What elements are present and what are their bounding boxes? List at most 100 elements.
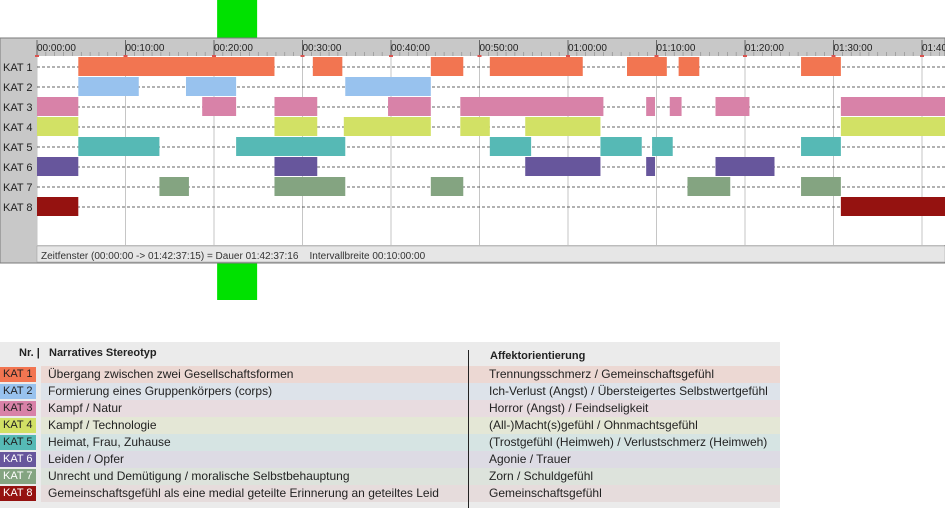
time-axis: 00:00:00 00:10:00 00:20:00 00:30:00 00:40:00… xyxy=(35,40,945,57)
segment-bar[interactable] xyxy=(646,97,656,116)
timeline-chart: 00:00:00 00:10:00 00:20:00 00:30:00 00:40:00… xyxy=(0,0,945,300)
segment-bar[interactable] xyxy=(801,57,841,76)
legend-affect: (Trostgefühl (Heimweh) / Verlustschmerz … xyxy=(489,435,768,449)
legend-category-label: KAT 7 xyxy=(0,469,36,484)
row-label: KAT 7 xyxy=(3,182,33,194)
segment-bar[interactable] xyxy=(274,157,318,176)
segment-bar[interactable] xyxy=(489,57,583,76)
segment-bar[interactable] xyxy=(627,57,667,76)
tick-label: 00:00:00 xyxy=(37,43,76,54)
segment-bar[interactable] xyxy=(388,97,431,116)
legend-affect: Gemeinschaftsgefühl xyxy=(489,486,602,500)
row-labels: KAT 1 KAT 2 KAT 3 KAT 4 KAT 5 KAT 6 KAT 7 KAT 8 xyxy=(3,62,33,214)
tick-label: 00:30:00 xyxy=(303,43,342,54)
legend-row: KAT 1 Übergang zwischen zwei Gesellschaft… xyxy=(0,366,780,383)
segment-bar[interactable] xyxy=(525,157,601,176)
segment-bar[interactable] xyxy=(525,117,601,136)
legend-row-background xyxy=(41,400,780,417)
tick-label: 01:40 xyxy=(922,43,945,54)
legend-narrative: Gemeinschaftsgefühl als eine medial gete… xyxy=(48,486,439,500)
segment-bar[interactable] xyxy=(430,57,464,76)
segment-bar[interactable] xyxy=(202,97,237,116)
segment-bar[interactable] xyxy=(37,97,79,116)
legend-category-label: KAT 8 xyxy=(0,486,36,501)
tick-marker xyxy=(654,55,659,57)
tick-label: 01:30:00 xyxy=(834,43,873,54)
segment-bar[interactable] xyxy=(430,177,464,196)
segment-bar[interactable] xyxy=(78,137,160,156)
legend-divider xyxy=(468,350,469,508)
row-label: KAT 2 xyxy=(3,82,33,94)
tick-marker xyxy=(920,55,924,57)
legend-row-background xyxy=(41,485,780,502)
segment-bar[interactable] xyxy=(840,197,945,216)
tick-marker xyxy=(477,55,482,57)
segment-bar[interactable] xyxy=(159,177,189,196)
status-bar xyxy=(36,245,945,263)
legend-row: KAT 7 Unrecht und Demütigung / moralische… xyxy=(0,468,780,485)
segment-bar[interactable] xyxy=(312,57,343,76)
legend-header-affect: Affektorientierung xyxy=(490,350,586,362)
segment-bar[interactable] xyxy=(460,97,604,116)
tick-label: 00:10:00 xyxy=(126,43,165,54)
legend-row: KAT 2 Formierung eines Gruppenkörpers (co… xyxy=(0,383,780,400)
segment-bar[interactable] xyxy=(840,117,945,136)
segment-bar[interactable] xyxy=(78,57,275,76)
segment-bar[interactable] xyxy=(236,137,346,156)
legend-category-label: KAT 2 xyxy=(0,384,36,399)
segment-bar[interactable] xyxy=(274,97,318,116)
legend-affect: Trennungsschmerz / Gemeinschaftsgefühl xyxy=(489,367,714,381)
tick-marker xyxy=(831,55,836,57)
segment-bar[interactable] xyxy=(801,137,841,156)
tick-marker xyxy=(212,55,216,57)
legend-row: KAT 5 Heimat, Frau, Zuhause (Trostgefühl (… xyxy=(0,434,780,451)
legend-category-label: KAT 6 xyxy=(0,452,36,467)
segment-bar[interactable] xyxy=(840,97,945,116)
legend-table: Nr. | Narratives Stereotyp Affektorienti… xyxy=(0,342,780,508)
segment-bar[interactable] xyxy=(343,117,431,136)
legend-row: KAT 4 Kampf / Technologie (All-)Macht(s)ge… xyxy=(0,417,780,434)
marker-top xyxy=(217,0,258,38)
segment-bar[interactable] xyxy=(345,77,431,96)
segment-bar[interactable] xyxy=(37,197,79,216)
legend-affect: Agonie / Trauer xyxy=(489,452,572,466)
legend-row: KAT 6 Leiden / Opfer Agonie / Trauer xyxy=(0,451,780,468)
legend-row-background xyxy=(41,434,780,451)
segment-bar[interactable] xyxy=(678,57,700,76)
segment-bar[interactable] xyxy=(460,117,490,136)
segment-bar[interactable] xyxy=(78,77,139,96)
segments xyxy=(37,57,945,216)
row-label: KAT 3 xyxy=(3,102,33,114)
tick-label: 00:20:00 xyxy=(214,43,253,54)
legend-category-label: KAT 1 xyxy=(0,367,36,382)
row-label: KAT 8 xyxy=(3,202,33,214)
tick-marker xyxy=(35,55,39,57)
segment-bar[interactable] xyxy=(185,77,237,96)
tick-label: 00:50:00 xyxy=(480,43,519,54)
segment-bar[interactable] xyxy=(274,177,346,196)
tick-label: 00:40:00 xyxy=(391,43,430,54)
legend-row-background xyxy=(41,468,780,485)
legend-affect: Zorn / Schuldgefühl xyxy=(489,469,594,483)
segment-bar[interactable] xyxy=(600,137,642,156)
legend-affect: Horror (Angst) / Feindseligkeit xyxy=(489,401,649,415)
tick-marker xyxy=(300,55,305,57)
segment-bar[interactable] xyxy=(687,177,731,196)
segment-bar[interactable] xyxy=(715,97,750,116)
legend-row-background xyxy=(41,451,780,468)
legend-narrative: Übergang zwischen zwei Gesellschaftsform… xyxy=(48,367,294,381)
segment-bar[interactable] xyxy=(652,137,673,156)
segment-bar[interactable] xyxy=(37,117,79,136)
segment-bar[interactable] xyxy=(489,137,532,156)
segment-bar[interactable] xyxy=(801,177,841,196)
legend-row-background xyxy=(41,366,780,383)
segment-bar[interactable] xyxy=(669,97,682,116)
legend-narrative: Unrecht und Demütigung / moralische Selb… xyxy=(48,469,350,483)
segment-bar[interactable] xyxy=(646,157,656,176)
segment-bar[interactable] xyxy=(274,117,318,136)
marker-bottom xyxy=(217,263,258,300)
row-label: KAT 1 xyxy=(3,62,33,74)
segment-bar[interactable] xyxy=(715,157,775,176)
segment-bar[interactable] xyxy=(37,157,79,176)
legend-row-background xyxy=(41,417,780,434)
